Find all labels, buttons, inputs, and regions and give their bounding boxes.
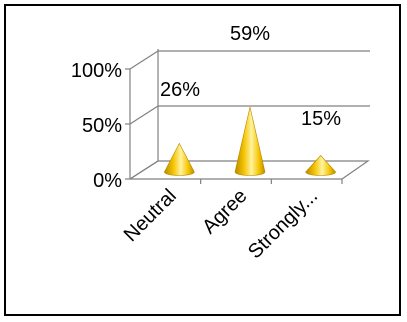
value-label: 15% (301, 108, 341, 130)
cone-agree (234, 107, 266, 176)
grid-diagonal (129, 50, 159, 70)
value-labels: 26% 59% 15% (160, 23, 341, 130)
value-label: 59% (230, 23, 270, 45)
cone-body (305, 155, 336, 176)
cone-neutral (164, 142, 195, 176)
x-tick-label: Agree (198, 185, 251, 238)
y-axis-ticks: 0% 50% 100% (71, 60, 130, 192)
grid-diagonal (129, 105, 159, 125)
cones (164, 107, 336, 176)
cone-body (234, 107, 266, 176)
y-tick-label: 0% (93, 170, 122, 192)
gridlines (129, 50, 370, 184)
y-tick-label: 100% (71, 60, 122, 82)
y-tick-label: 50% (82, 115, 122, 137)
cone-strongly (305, 155, 336, 176)
x-tick-label: Neutral (120, 185, 181, 246)
x-axis-labels: Neutral AgreeStrongly... (120, 185, 322, 263)
cone-body (164, 142, 195, 176)
value-label: 26% (160, 79, 200, 101)
grid-diagonal (129, 160, 159, 180)
x-tick-label: Strongly... (244, 185, 322, 263)
chart-frame (4, 4, 401, 316)
